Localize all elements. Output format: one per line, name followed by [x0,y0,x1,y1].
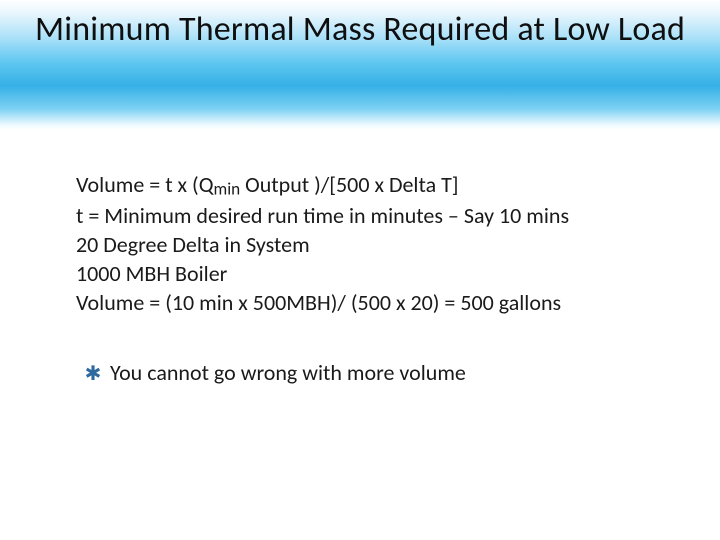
slide: Minimum Thermal Mass Required at Low Loa… [0,0,720,540]
asterisk-icon: ✱ [76,360,110,388]
volume-result-line: Volume = (10 min x 500MBH)/ (500 x 20) =… [76,288,666,317]
formula-subscript: min [214,179,241,200]
formula-line: Volume = t x (Qmin Output )/[500 x Delta… [76,170,666,201]
t-definition-line: t = Minimum desired run time in minutes … [76,201,666,230]
slide-title: Minimum Thermal Mass Required at Low Loa… [18,10,702,50]
formula-suffix: Output )/[500 x Delta T] [240,171,458,198]
bullet-item: ✱ You cannot go wrong with more volume [76,358,666,387]
body-text-block: Volume = t x (Qmin Output )/[500 x Delta… [76,170,666,317]
delta-line: 20 Degree Delta in System [76,230,666,259]
bullet-text: You cannot go wrong with more volume [110,358,666,387]
boiler-line: 1000 MBH Boiler [76,259,666,288]
formula-prefix: Volume = t x (Q [76,171,214,198]
